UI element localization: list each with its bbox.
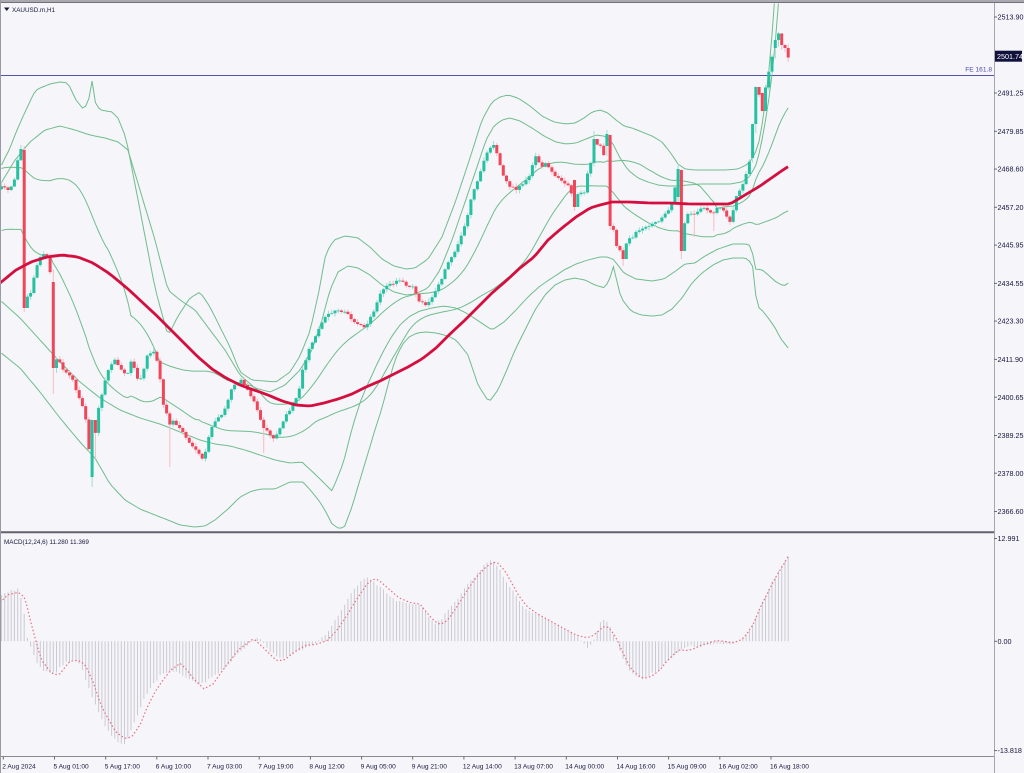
svg-text:6 Aug 10:00: 6 Aug 10:00 <box>156 764 192 771</box>
svg-text:2501.74: 2501.74 <box>997 52 1023 61</box>
svg-text:12.991: 12.991 <box>998 534 1020 543</box>
svg-text:8 Aug 12:00: 8 Aug 12:00 <box>309 764 345 771</box>
svg-text:2400.65: 2400.65 <box>998 393 1024 402</box>
svg-text:2378.00: 2378.00 <box>998 469 1024 478</box>
svg-text:12 Aug 14:00: 12 Aug 14:00 <box>463 764 502 771</box>
svg-text:14 Aug 00:00: 14 Aug 00:00 <box>565 764 604 771</box>
svg-text:13 Aug 07:00: 13 Aug 07:00 <box>514 764 553 771</box>
svg-text:FE 161.8: FE 161.8 <box>965 67 992 74</box>
svg-text:2366.60: 2366.60 <box>998 507 1024 516</box>
svg-text:5 Aug 17:00: 5 Aug 17:00 <box>105 764 141 771</box>
svg-text:2389.25: 2389.25 <box>998 431 1024 440</box>
svg-text:2445.95: 2445.95 <box>998 241 1024 250</box>
svg-text:7 Aug 03:00: 7 Aug 03:00 <box>207 764 243 771</box>
svg-text:-13.818: -13.818 <box>998 746 1022 755</box>
svg-text:2423.30: 2423.30 <box>998 317 1024 326</box>
svg-text:2434.55: 2434.55 <box>998 279 1024 288</box>
svg-text:2 Aug 2024: 2 Aug 2024 <box>2 764 36 771</box>
svg-text:2513.90: 2513.90 <box>998 13 1024 22</box>
svg-text:7 Aug 19:00: 7 Aug 19:00 <box>258 764 294 771</box>
svg-text:5 Aug 01:00: 5 Aug 01:00 <box>54 764 90 771</box>
svg-text:16 Aug 02:00: 16 Aug 02:00 <box>719 764 758 771</box>
svg-text:2491.25: 2491.25 <box>998 89 1024 98</box>
svg-text:16 Aug 18:00: 16 Aug 18:00 <box>770 764 809 771</box>
svg-text:2468.60: 2468.60 <box>998 165 1024 174</box>
svg-text:9 Aug 21:00: 9 Aug 21:00 <box>412 764 448 771</box>
svg-text:XAUUSD.m,H1: XAUUSD.m,H1 <box>12 7 56 14</box>
svg-text:15 Aug 09:00: 15 Aug 09:00 <box>668 764 707 771</box>
svg-text:2479.85: 2479.85 <box>998 127 1024 136</box>
svg-text:MACD(12,24,6) 11.280 11.369: MACD(12,24,6) 11.280 11.369 <box>4 539 89 546</box>
svg-text:14 Aug 16:00: 14 Aug 16:00 <box>617 764 656 771</box>
svg-text:2411.90: 2411.90 <box>998 355 1023 364</box>
svg-text:2457.20: 2457.20 <box>998 203 1024 212</box>
svg-text:0.00: 0.00 <box>998 637 1012 646</box>
svg-text:9 Aug 05:00: 9 Aug 05:00 <box>361 764 397 771</box>
